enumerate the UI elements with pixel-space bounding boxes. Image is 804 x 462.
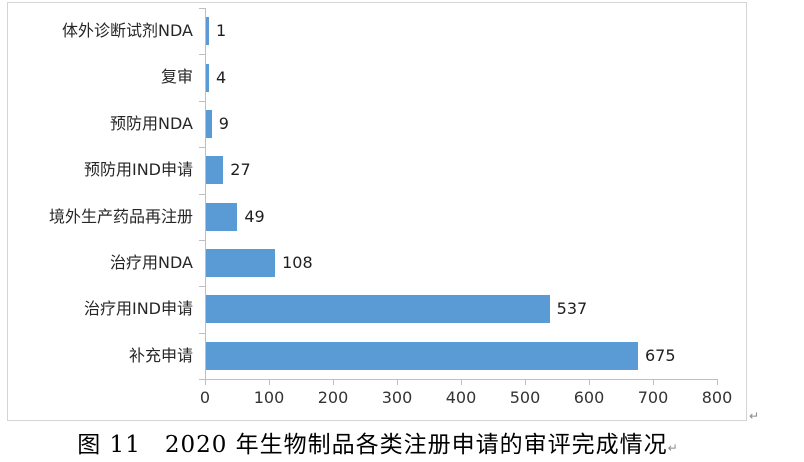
y-axis-tick [199, 193, 205, 195]
value-label: 675 [645, 345, 676, 365]
value-label: 4 [216, 67, 227, 87]
y-axis-tick [199, 8, 205, 9]
value-label: 108 [282, 253, 313, 273]
category-label: 治疗用NDA [110, 252, 193, 272]
x-axis-tick-label: 100 [253, 388, 285, 407]
value-label: 537 [556, 299, 588, 319]
x-axis-tick [269, 379, 270, 385]
value-label: 1 [216, 21, 227, 41]
bar [206, 63, 209, 92]
x-axis-tick-label: 800 [701, 388, 733, 407]
y-axis-line [205, 8, 206, 379]
x-axis-tick [717, 379, 718, 385]
x-axis-tick [205, 379, 206, 385]
figure-caption-row: 图 11 2020 年生物制品各类注册申请的审评完成情况↵ [7, 425, 748, 459]
x-axis-tick-label: 300 [381, 388, 413, 407]
bar [206, 156, 224, 185]
value-label: 49 [244, 206, 265, 226]
y-axis-tick [199, 332, 205, 334]
paragraph-mark: ↵ [667, 441, 678, 455]
y-axis-tick [199, 379, 205, 380]
category-label: 预防用IND申请 [83, 160, 193, 180]
value-label: 9 [218, 113, 229, 133]
y-axis-tick [199, 54, 205, 56]
figure-caption: 图 11 2020 年生物制品各类注册申请的审评完成情况 [77, 432, 668, 458]
category-label: 复审 [160, 67, 193, 87]
x-axis-tick-label: 200 [317, 388, 349, 407]
x-axis-tick-label: 700 [637, 388, 669, 407]
x-axis-tick [653, 379, 654, 385]
x-axis-tick-label: 600 [573, 388, 605, 407]
bar [206, 17, 209, 46]
category-label: 境外生产药品再注册 [48, 206, 193, 226]
category-label: 体外诊断试剂NDA [62, 21, 193, 40]
bar [206, 341, 638, 370]
chart-area[interactable]: 体外诊断试剂NDA 1 复审 4 预防用NDA 9 预防用IND申请 27 境外生产药品再注册 4… [7, 2, 747, 421]
bar [206, 202, 238, 231]
x-axis-tick [397, 379, 398, 385]
paragraph-mark: ↵ [749, 409, 760, 423]
bar [206, 249, 276, 278]
category-label: 治疗用IND申请 [83, 299, 193, 319]
x-axis-tick-label: 0 [199, 388, 211, 407]
category-label: 补充申请 [128, 345, 193, 365]
x-axis-tick-label: 400 [445, 388, 477, 407]
x-axis-tick [589, 379, 590, 385]
x-axis-tick-label: 500 [509, 388, 541, 407]
x-axis-tick [461, 379, 462, 385]
x-axis-tick [525, 379, 526, 385]
bar [206, 109, 212, 138]
x-axis-tick [333, 379, 334, 385]
y-axis-tick [199, 239, 205, 241]
bar [206, 295, 550, 324]
y-axis-tick [199, 147, 205, 149]
y-axis-tick [199, 100, 205, 102]
value-label: 27 [230, 160, 251, 180]
category-label: 预防用NDA [110, 113, 193, 133]
y-axis-tick [199, 286, 205, 288]
